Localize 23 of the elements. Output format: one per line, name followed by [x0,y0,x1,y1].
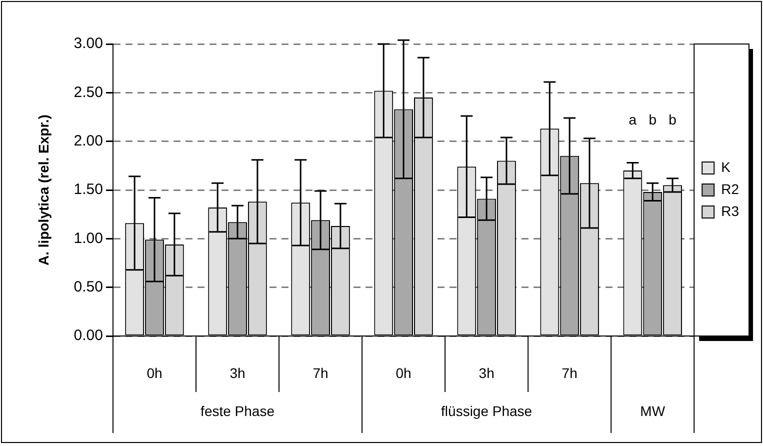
legend-label: R3 [721,202,740,219]
annotation: a [628,111,637,128]
x-tick-label: 7h [312,364,328,381]
y-tick-label: 0.00 [74,327,103,344]
x-tick-label: 0h [146,364,162,381]
legend-label: K [721,158,732,175]
text: feste Phase [200,402,275,419]
x-tick-label: 3h [478,364,494,381]
y-axis-title: A. lipolytica (rel. Expr.) [35,114,52,266]
legend-label: R2 [721,180,740,197]
y-tick-label: 0.50 [74,278,103,296]
annotation: b [648,111,657,128]
y-tick-label: 3.00 [74,35,103,52]
x-tick-label: 0h [396,364,412,381]
text: MW [640,402,666,419]
y-tick-label: 2.50 [74,84,103,101]
y-tick-label: 1.50 [74,181,103,198]
annotation: b [668,111,677,128]
x-tick-label: 3h [230,364,246,381]
text: flüssige Phase [441,402,532,419]
y-tick-label: 1.00 [74,230,103,247]
y-tick-label: 2.00 [74,132,103,150]
x-tick-label: 7h [562,364,578,381]
